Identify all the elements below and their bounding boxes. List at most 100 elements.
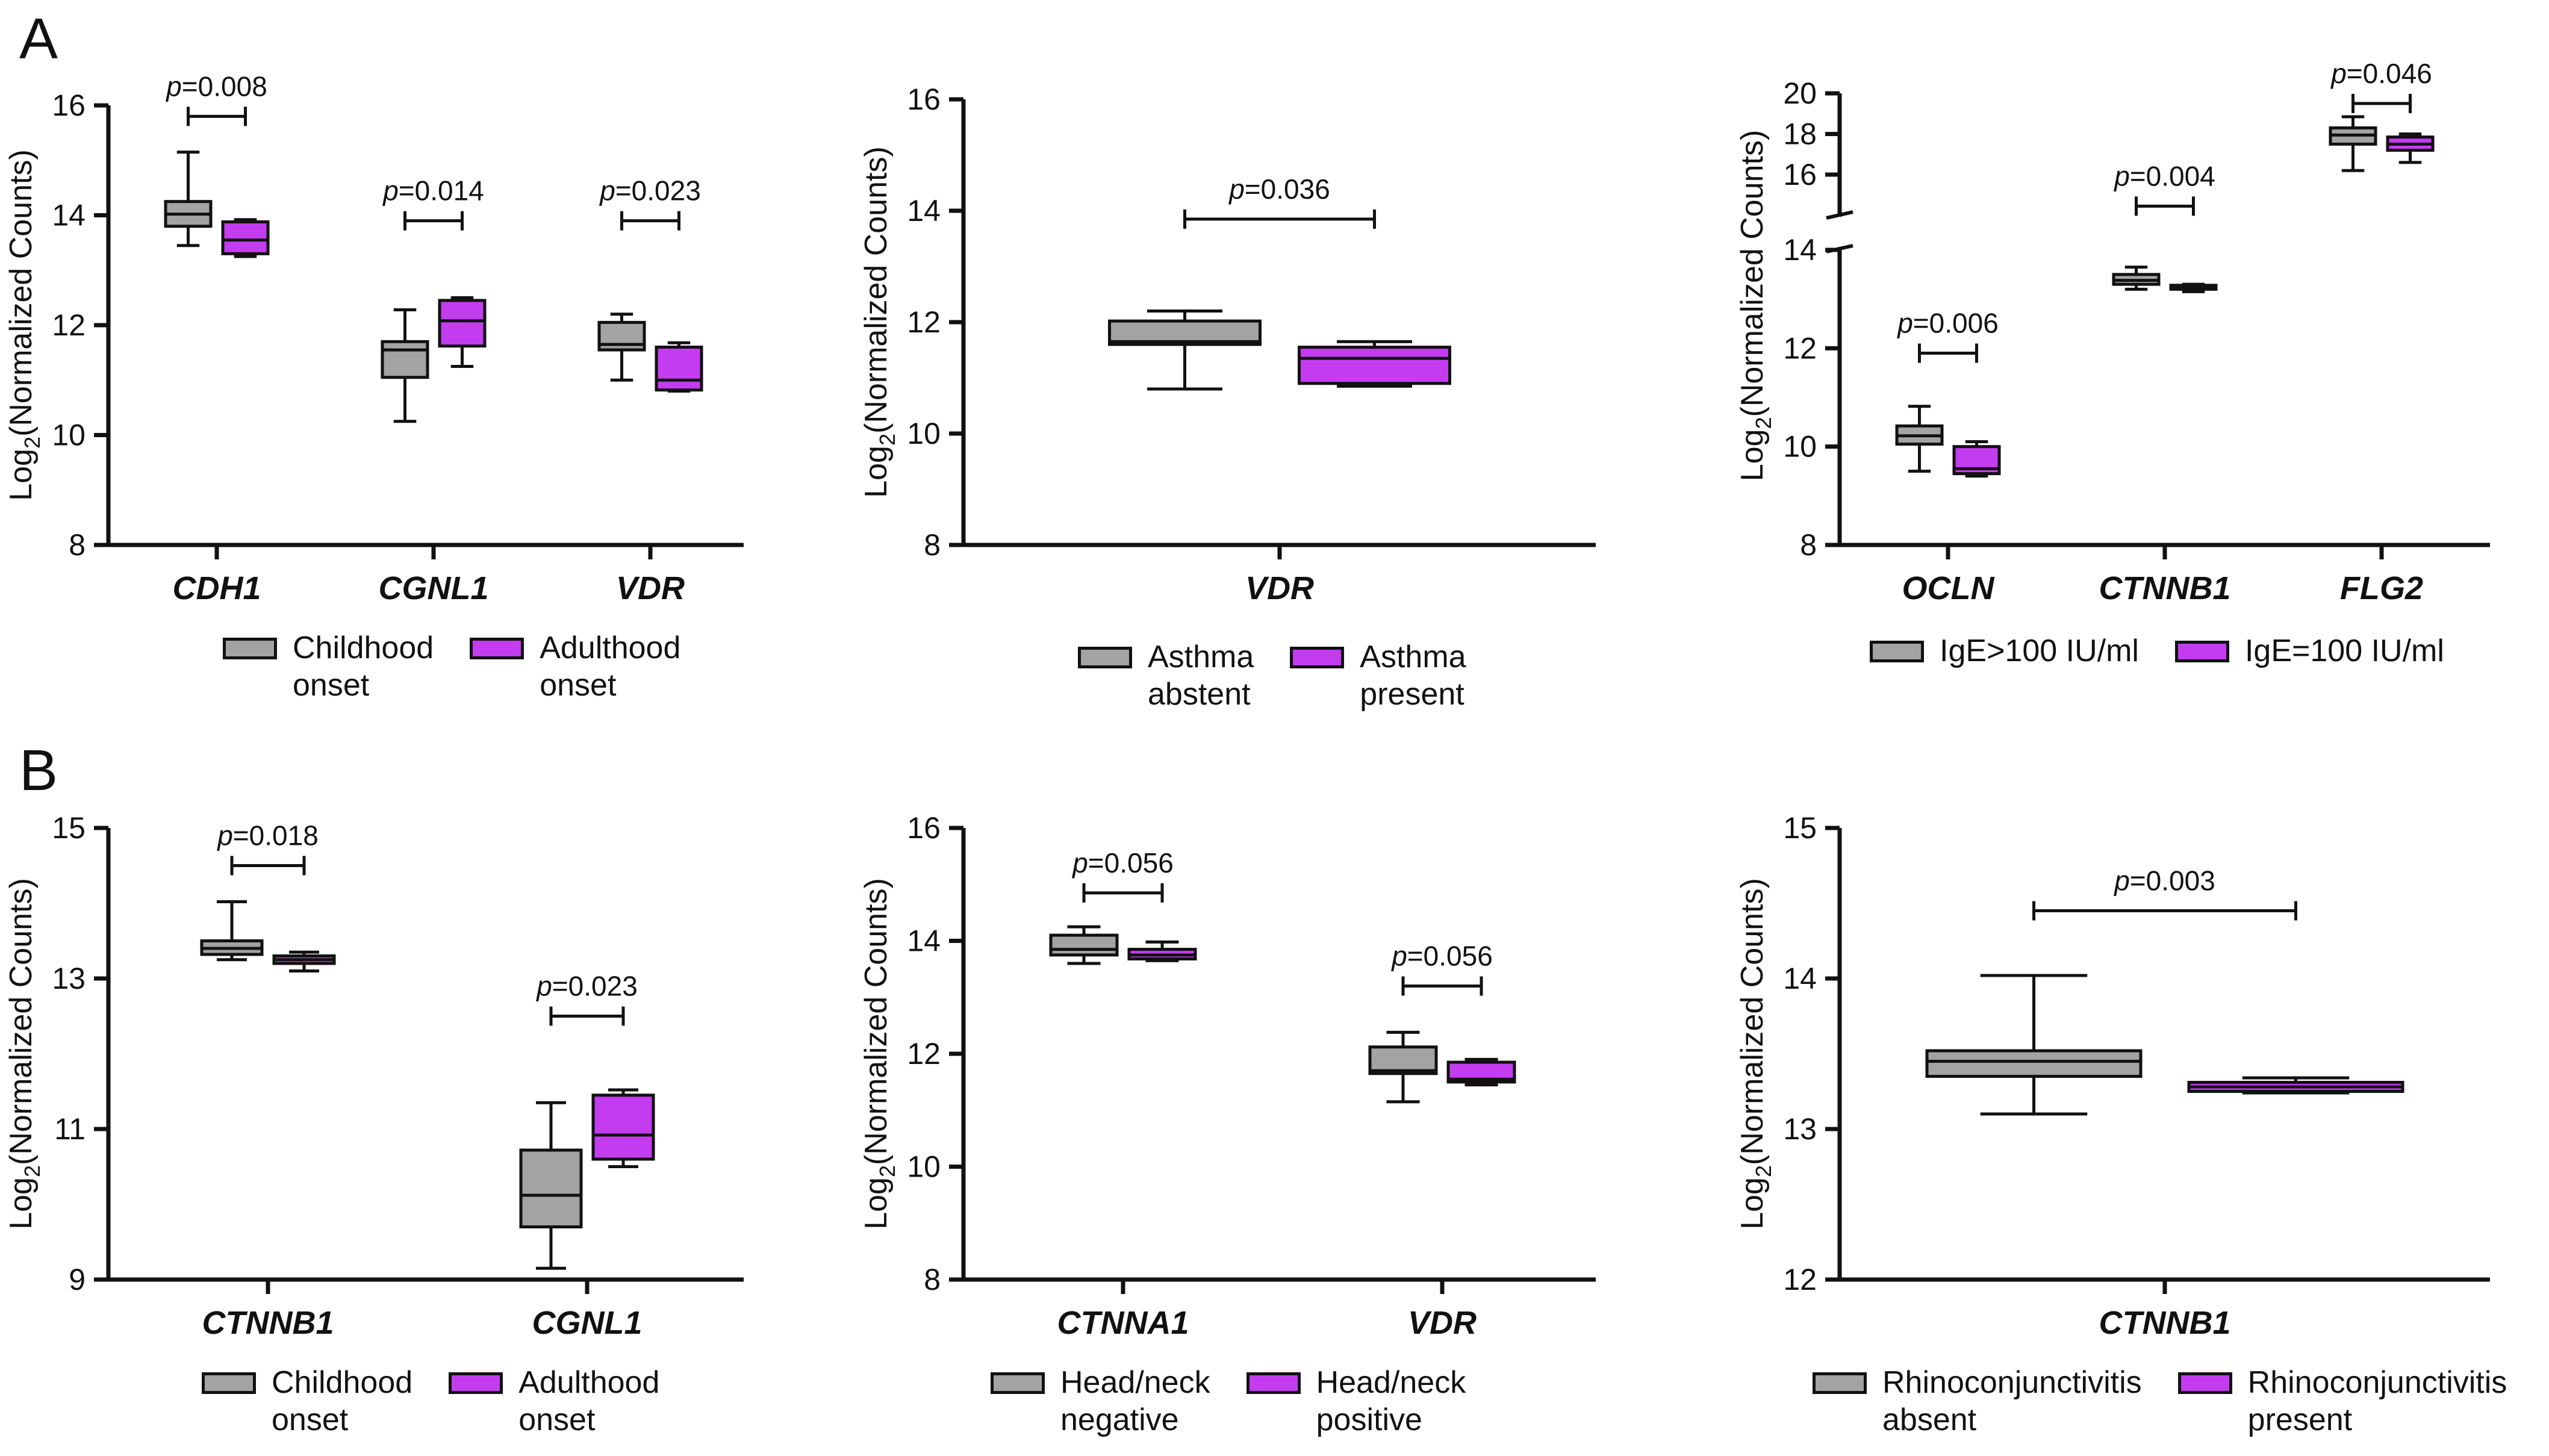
- legend-label: Rhinoconjunctivitis present: [2247, 1365, 2507, 1437]
- y-tick-label: 10: [52, 418, 86, 452]
- box-group2: [272, 950, 336, 972]
- significance-bracket: p=0.003: [2032, 865, 2297, 921]
- legend-item: Asthma abstent: [1078, 638, 1254, 713]
- x-tick-label: CTNNA1: [1057, 1305, 1189, 1341]
- significance-bracket: p=0.004: [2113, 160, 2215, 216]
- box-group1: [1049, 925, 1119, 965]
- legend-label: Adulthood onset: [540, 630, 681, 703]
- box-group2: [1298, 340, 1451, 388]
- legend-item: IgE=100 IU/ml: [2174, 632, 2444, 670]
- x-tick-label: CGNL1: [532, 1305, 642, 1341]
- y-axis-label: Log2(Normalized Counts): [4, 149, 45, 501]
- legend-item: Rhinoconjunctivitis absent: [1813, 1364, 2142, 1439]
- significance-bracket: p=0.056: [1390, 941, 1493, 996]
- y-tick-label: 12: [52, 308, 86, 342]
- legend: Asthma abstent Asthma present: [1078, 638, 1502, 713]
- box-group1: [164, 151, 213, 247]
- y-tick-label: 16: [1783, 158, 1817, 191]
- box-group2: [1446, 1057, 1516, 1087]
- y-axis-label: Log2(Normalized Counts): [1735, 878, 1776, 1230]
- p-value-label: p=0.023: [535, 971, 638, 1002]
- legend-label: Head/neck positive: [1316, 1365, 1466, 1437]
- legend-item: Adulthood onset: [449, 1364, 659, 1439]
- p-value-label: p=0.036: [1228, 173, 1330, 205]
- p-value-label: p=0.004: [2113, 160, 2215, 191]
- box-iqr: [381, 340, 429, 379]
- y-tick-label: 10: [1783, 430, 1817, 464]
- y-tick-label: 9: [69, 1263, 86, 1296]
- panel-letter-a: A: [19, 7, 58, 71]
- y-tick-label: 10: [907, 417, 941, 450]
- box-group1: [200, 900, 264, 962]
- box-group1: [597, 313, 646, 382]
- legend-swatch: [2177, 1372, 2232, 1394]
- legend-item: Head/neck positive: [1246, 1364, 1466, 1439]
- box-group2: [438, 296, 487, 368]
- significance-bracket: p=0.014: [382, 175, 484, 231]
- y-tick-label: 14: [907, 924, 941, 958]
- box-group1: [2112, 266, 2161, 291]
- legend: Childhood onset Adulthood onset: [223, 629, 717, 704]
- axis-break-mark: [1826, 210, 1853, 220]
- x-tick-label: OCLN: [1902, 570, 1995, 606]
- box-iqr: [1298, 346, 1451, 385]
- legend-swatch: [1290, 647, 1345, 668]
- box-iqr: [655, 346, 703, 392]
- y-tick-label: 14: [1783, 233, 1817, 267]
- legend-label: Childhood onset: [272, 1365, 413, 1437]
- legend-swatch: [1078, 647, 1132, 668]
- x-tick-label: CTNNB1: [202, 1305, 334, 1341]
- legend-item: Rhinoconjunctivitis present: [2177, 1364, 2507, 1439]
- legend: Head/neck negative Head/neck positive: [991, 1364, 1502, 1439]
- legend-item: Asthma present: [1290, 638, 1466, 713]
- legend-swatch: [449, 1372, 503, 1394]
- legend-swatch: [223, 638, 277, 659]
- legend-item: Adulthood onset: [470, 629, 680, 704]
- legend-swatch: [470, 638, 524, 659]
- y-tick-label: 15: [52, 811, 86, 845]
- x-tick-label: VDR: [1408, 1305, 1477, 1341]
- box-iqr: [221, 220, 270, 255]
- significance-bracket: p=0.023: [599, 175, 701, 231]
- legend: Rhinoconjunctivitis absent Rhinoconjuncti…: [1813, 1364, 2543, 1439]
- box-group1: [1368, 1030, 1438, 1104]
- box-group1: [381, 308, 429, 423]
- p-value-label: p=0.056: [1390, 941, 1493, 972]
- x-tick-label: VDR: [1245, 570, 1314, 606]
- box-group1: [2329, 115, 2377, 172]
- box-group2: [2169, 282, 2218, 293]
- box-group1: [519, 1101, 583, 1270]
- significance-bracket: p=0.018: [216, 820, 319, 876]
- x-tick-label: CGNL1: [378, 570, 488, 606]
- x-tick-label: CTNNB1: [2099, 570, 2230, 606]
- legend-label: Head/neck negative: [1060, 1365, 1210, 1437]
- box-group2: [221, 218, 270, 258]
- y-tick-label: 16: [907, 82, 941, 116]
- significance-bracket: p=0.006: [1896, 308, 1999, 363]
- legend-label: Asthma abstent: [1148, 639, 1254, 712]
- legend-swatch: [1246, 1372, 1301, 1394]
- legend-label: Childhood onset: [293, 630, 434, 703]
- box-group2: [1127, 940, 1197, 962]
- legend-label: Adulthood onset: [518, 1365, 660, 1437]
- legend-item: IgE>100 IU/ml: [1870, 632, 2139, 670]
- y-tick-label: 8: [69, 528, 86, 562]
- x-tick-label: VDR: [616, 570, 685, 606]
- box-iqr: [1049, 933, 1119, 957]
- significance-bracket: p=0.023: [535, 971, 638, 1026]
- box-iqr: [438, 299, 487, 348]
- legend-swatch: [202, 1372, 256, 1394]
- p-value-label: p=0.008: [165, 70, 267, 102]
- y-tick-label: 14: [1783, 962, 1817, 995]
- box-group2: [1952, 440, 2001, 478]
- y-tick-label: 18: [1783, 117, 1817, 151]
- y-axis-label: Log2(Normalized Counts): [1735, 130, 1776, 482]
- box-iqr: [1925, 1049, 2143, 1078]
- y-tick-label: 13: [52, 962, 86, 995]
- p-value-label: p=0.003: [2113, 865, 2215, 897]
- y-tick-label: 15: [1783, 811, 1817, 845]
- significance-bracket: p=0.046: [2330, 58, 2432, 113]
- significance-bracket: p=0.036: [1183, 173, 1376, 229]
- legend-swatch: [1813, 1372, 1867, 1394]
